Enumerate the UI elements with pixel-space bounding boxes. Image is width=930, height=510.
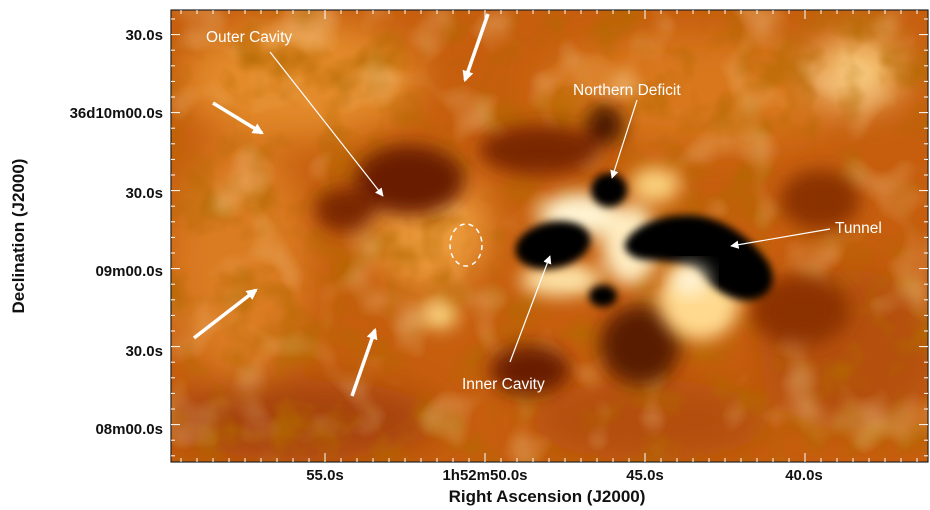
y-tick-labels: 30.0s 36d10m00.0s 30.0s 09m00.0s 30.0s 0…	[70, 27, 163, 438]
x-tick-label: 1h52m50.0s	[442, 467, 527, 484]
northern-deficit-label: Northern Deficit	[573, 82, 681, 99]
edge-arrow-bottom	[350, 327, 378, 397]
y-axis-title: Declination (J2000)	[9, 159, 28, 314]
y-tick-label: 09m00.0s	[95, 263, 163, 280]
annotations: Outer Cavity Northern Deficit Tunnel Inn…	[192, 13, 882, 397]
x-tick-label: 45.0s	[626, 467, 664, 484]
y-tick-label: 30.0s	[125, 343, 163, 360]
x-tick-label: 55.0s	[306, 467, 344, 484]
x-tick-labels: 55.0s 1h52m50.0s 45.0s 40.0s	[306, 467, 823, 484]
inner-cavity-pointer	[509, 255, 552, 363]
edge-arrow-upper-left	[212, 101, 264, 135]
point-source-ellipse	[449, 223, 483, 267]
y-tick-label: 30.0s	[125, 185, 163, 202]
northern-deficit-pointer	[610, 99, 638, 179]
outer-cavity-label: Outer Cavity	[206, 29, 292, 46]
residual-image	[171, 10, 928, 462]
edge-arrow-top	[462, 13, 490, 83]
tunnel-pointer	[730, 228, 831, 249]
y-tick-label: 30.0s	[125, 27, 163, 44]
outer-cavity-pointer	[269, 51, 384, 197]
y-tick-label: 36d10m00.0s	[70, 105, 163, 122]
x-axis-title: Right Ascension (J2000)	[449, 487, 646, 506]
axis-tick-marks	[171, 10, 928, 462]
inner-cavity-label: Inner Cavity	[462, 376, 545, 393]
y-tick-label: 08m00.0s	[95, 421, 163, 438]
edge-arrow-lower-left	[192, 288, 258, 340]
x-tick-label: 40.0s	[785, 467, 823, 484]
tunnel-label: Tunnel	[835, 220, 882, 237]
